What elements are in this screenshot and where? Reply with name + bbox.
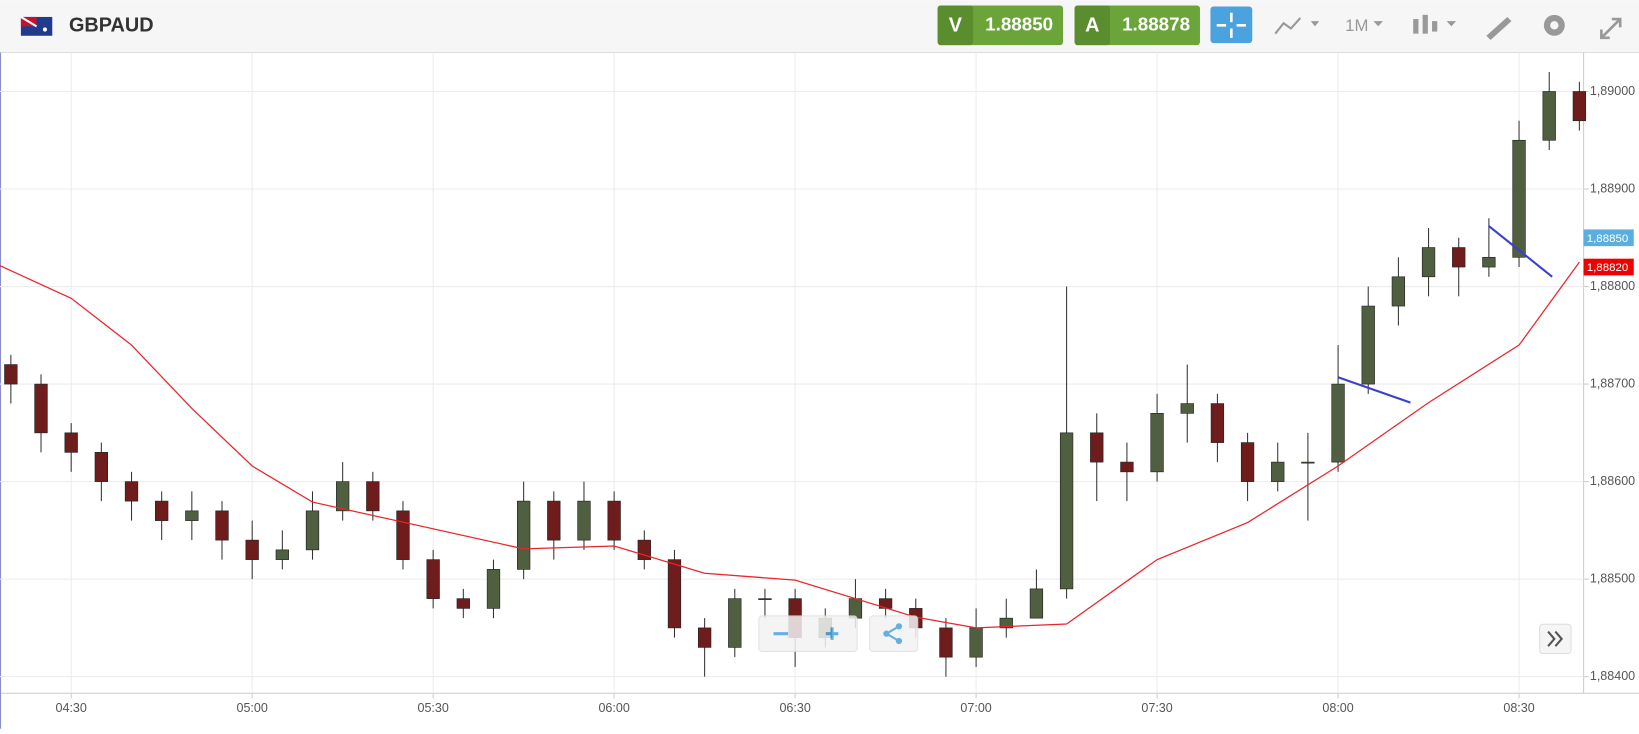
fullscreen-button[interactable] [1600, 17, 1622, 40]
y-tick-label: 1,88900 [1590, 181, 1635, 195]
candle-body [1210, 403, 1225, 443]
candle-body [848, 598, 863, 619]
candle-body [969, 627, 983, 658]
price-label: 1,88850 [1587, 233, 1629, 245]
candle-body [124, 481, 139, 502]
buy-price[interactable]: 1.88878 [1122, 13, 1190, 34]
sell-price[interactable]: 1.88850 [985, 13, 1053, 34]
candle-body [245, 539, 259, 560]
candle-body [215, 510, 229, 541]
candle-body [64, 432, 78, 453]
x-tick-label: 05:00 [236, 701, 267, 715]
buy-button[interactable]: A 1.88878 [1074, 5, 1200, 46]
candle-body [336, 481, 350, 512]
y-tick-label: 1,88400 [1590, 669, 1635, 683]
candle-body [1572, 91, 1587, 122]
candle-body [396, 510, 410, 560]
price-label-box [1583, 258, 1634, 276]
candle-body [547, 500, 561, 541]
candle-body [1361, 305, 1375, 385]
candle-body [456, 598, 470, 609]
candle-body [1391, 276, 1406, 307]
x-tick-label: 06:00 [598, 701, 629, 715]
candle-body [999, 617, 1013, 629]
candle-body [1331, 383, 1345, 463]
candle-body [366, 481, 380, 512]
candle-body [1512, 139, 1526, 258]
candle-body [155, 500, 169, 521]
candle-body [1421, 247, 1436, 278]
candle-body [1301, 461, 1315, 464]
sell-button[interactable]: V 1.88850 [937, 5, 1064, 46]
draw-button[interactable] [1486, 16, 1512, 40]
candle-body [1150, 413, 1164, 473]
candle-body [667, 559, 682, 629]
price-label-box [1583, 229, 1634, 247]
toolbar [0, 0, 1639, 53]
trend-line [1337, 376, 1411, 404]
candle-body [34, 383, 48, 434]
candle-body [1180, 403, 1194, 414]
candle-body [426, 559, 440, 599]
candle-body [486, 569, 501, 609]
candle-body [1542, 91, 1556, 141]
x-tick-label: 07:30 [1141, 701, 1172, 715]
candle-body [697, 627, 712, 648]
x-tick-label: 05:30 [417, 701, 448, 715]
candle-body [1120, 461, 1134, 473]
candle-body [939, 627, 953, 658]
candle-body [305, 510, 320, 551]
candle-body [94, 452, 108, 482]
chart-type-button[interactable] [1274, 17, 1320, 35]
x-tick-label: 08:30 [1503, 701, 1534, 715]
candle-body [4, 364, 18, 385]
crosshair-button[interactable] [1210, 6, 1253, 44]
candle-body [1271, 461, 1285, 482]
moving-average [0, 261, 1580, 629]
candle-body [1482, 256, 1496, 268]
y-tick-label: 1,88700 [1590, 376, 1635, 390]
symbol: GBPAUD [69, 15, 154, 37]
flag [20, 16, 53, 36]
settings-hole [1550, 21, 1559, 30]
candle-body [1090, 432, 1104, 463]
x-tick-label: 07:00 [960, 701, 991, 715]
x-tick-label: 06:30 [779, 701, 810, 715]
trend-line [1488, 225, 1553, 278]
x-tick-label: 04:30 [56, 701, 87, 715]
candle-body [1452, 247, 1466, 268]
candle-body [607, 500, 621, 541]
candle-body [185, 510, 199, 521]
sell-label[interactable]: V [949, 15, 963, 37]
y-tick-label: 1,88600 [1590, 474, 1635, 488]
candle-body [728, 598, 742, 648]
candle-body [577, 500, 591, 541]
candle-body [1240, 442, 1255, 482]
timeframe-arrow[interactable] [1373, 21, 1383, 27]
scroll-right-button[interactable] [1539, 623, 1572, 655]
y-tick-label: 1,88500 [1590, 571, 1635, 585]
price-label: 1,88820 [1587, 262, 1629, 274]
candle-body [1029, 588, 1044, 619]
candle-body [1059, 432, 1074, 590]
zoom-controls[interactable] [758, 615, 919, 652]
timeframe[interactable]: 1M [1345, 16, 1368, 35]
x-tick-label: 08:00 [1322, 701, 1353, 715]
plot: 1,88400 1,88500 1,88600 1,88700 1,88800 1,889… [0, 52, 1635, 715]
candle-style-button[interactable] [1413, 14, 1457, 34]
y-tick-label: 1,89000 [1590, 84, 1635, 98]
buy-label[interactable]: A [1085, 15, 1099, 37]
candle-body [516, 500, 531, 570]
candle-body [758, 598, 772, 600]
candle-body [275, 549, 289, 560]
y-tick-label: 1,88800 [1590, 279, 1635, 293]
